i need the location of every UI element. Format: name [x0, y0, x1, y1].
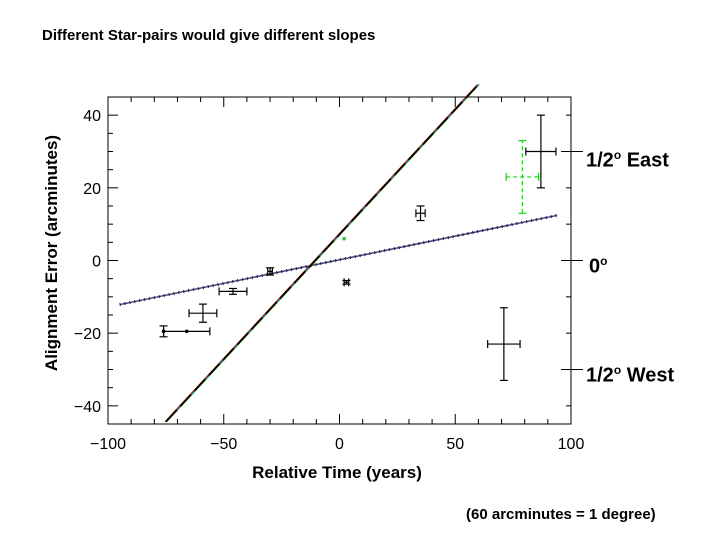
x-tick-label: 50	[446, 436, 464, 453]
zero-degree-symbol: o	[600, 254, 608, 268]
x-tick-label: 100	[558, 436, 585, 453]
data-points	[159, 114, 557, 381]
plot-frame	[107, 96, 572, 425]
highlight-data-point	[505, 140, 540, 214]
fit-line-shallow	[119, 214, 558, 306]
east-degree-symbol: o	[613, 148, 622, 162]
x-tick-label: 0	[335, 436, 344, 453]
highlight-data-point	[342, 236, 346, 241]
y-tick-label: −40	[74, 399, 101, 416]
highlight-points	[342, 140, 540, 241]
y-tick-label: −20	[74, 326, 101, 343]
side-label-west: 1/2o West	[586, 363, 674, 388]
east-label-rest: East	[621, 149, 669, 172]
west-degree-symbol: o	[613, 363, 622, 377]
data-point	[266, 267, 275, 276]
data-point	[487, 307, 521, 381]
x-tick-label: −50	[210, 436, 237, 453]
data-point	[218, 287, 248, 296]
fit-lines	[119, 83, 558, 423]
side-label-east: 1/2o East	[586, 148, 669, 173]
footnote: (60 arcminutes = 1 degree)	[466, 506, 656, 523]
axis-tick-labels: −100 −50 0 50 100 −40 −20 0 20 40	[74, 108, 585, 453]
y-tick-label: 20	[83, 181, 101, 198]
data-point	[415, 205, 426, 222]
data-point	[525, 114, 557, 189]
east-label-main: 1/2	[586, 149, 614, 172]
x-axis-title: Relative Time (years)	[252, 463, 422, 482]
west-label-rest: West	[621, 364, 675, 387]
slide-title: Different Star-pairs would give differen…	[42, 27, 376, 44]
data-point	[342, 278, 351, 287]
data-point	[188, 303, 218, 323]
axes-frame	[107, 96, 572, 425]
x-tick-label: −100	[90, 436, 126, 453]
axis-ticks	[107, 97, 583, 424]
side-label-zero: 0o	[589, 254, 607, 279]
y-tick-label: 0	[92, 254, 101, 271]
y-tick-label: 40	[83, 108, 101, 125]
fit-line-steep	[165, 83, 479, 423]
y-axis-title: Alignment Error (arcminutes)	[42, 135, 61, 371]
data-point-marker	[342, 236, 346, 241]
west-label-main: 1/2	[586, 364, 614, 387]
zero-label-main: 0	[589, 255, 601, 278]
data-point	[162, 327, 211, 336]
data-point-marker	[184, 329, 189, 334]
